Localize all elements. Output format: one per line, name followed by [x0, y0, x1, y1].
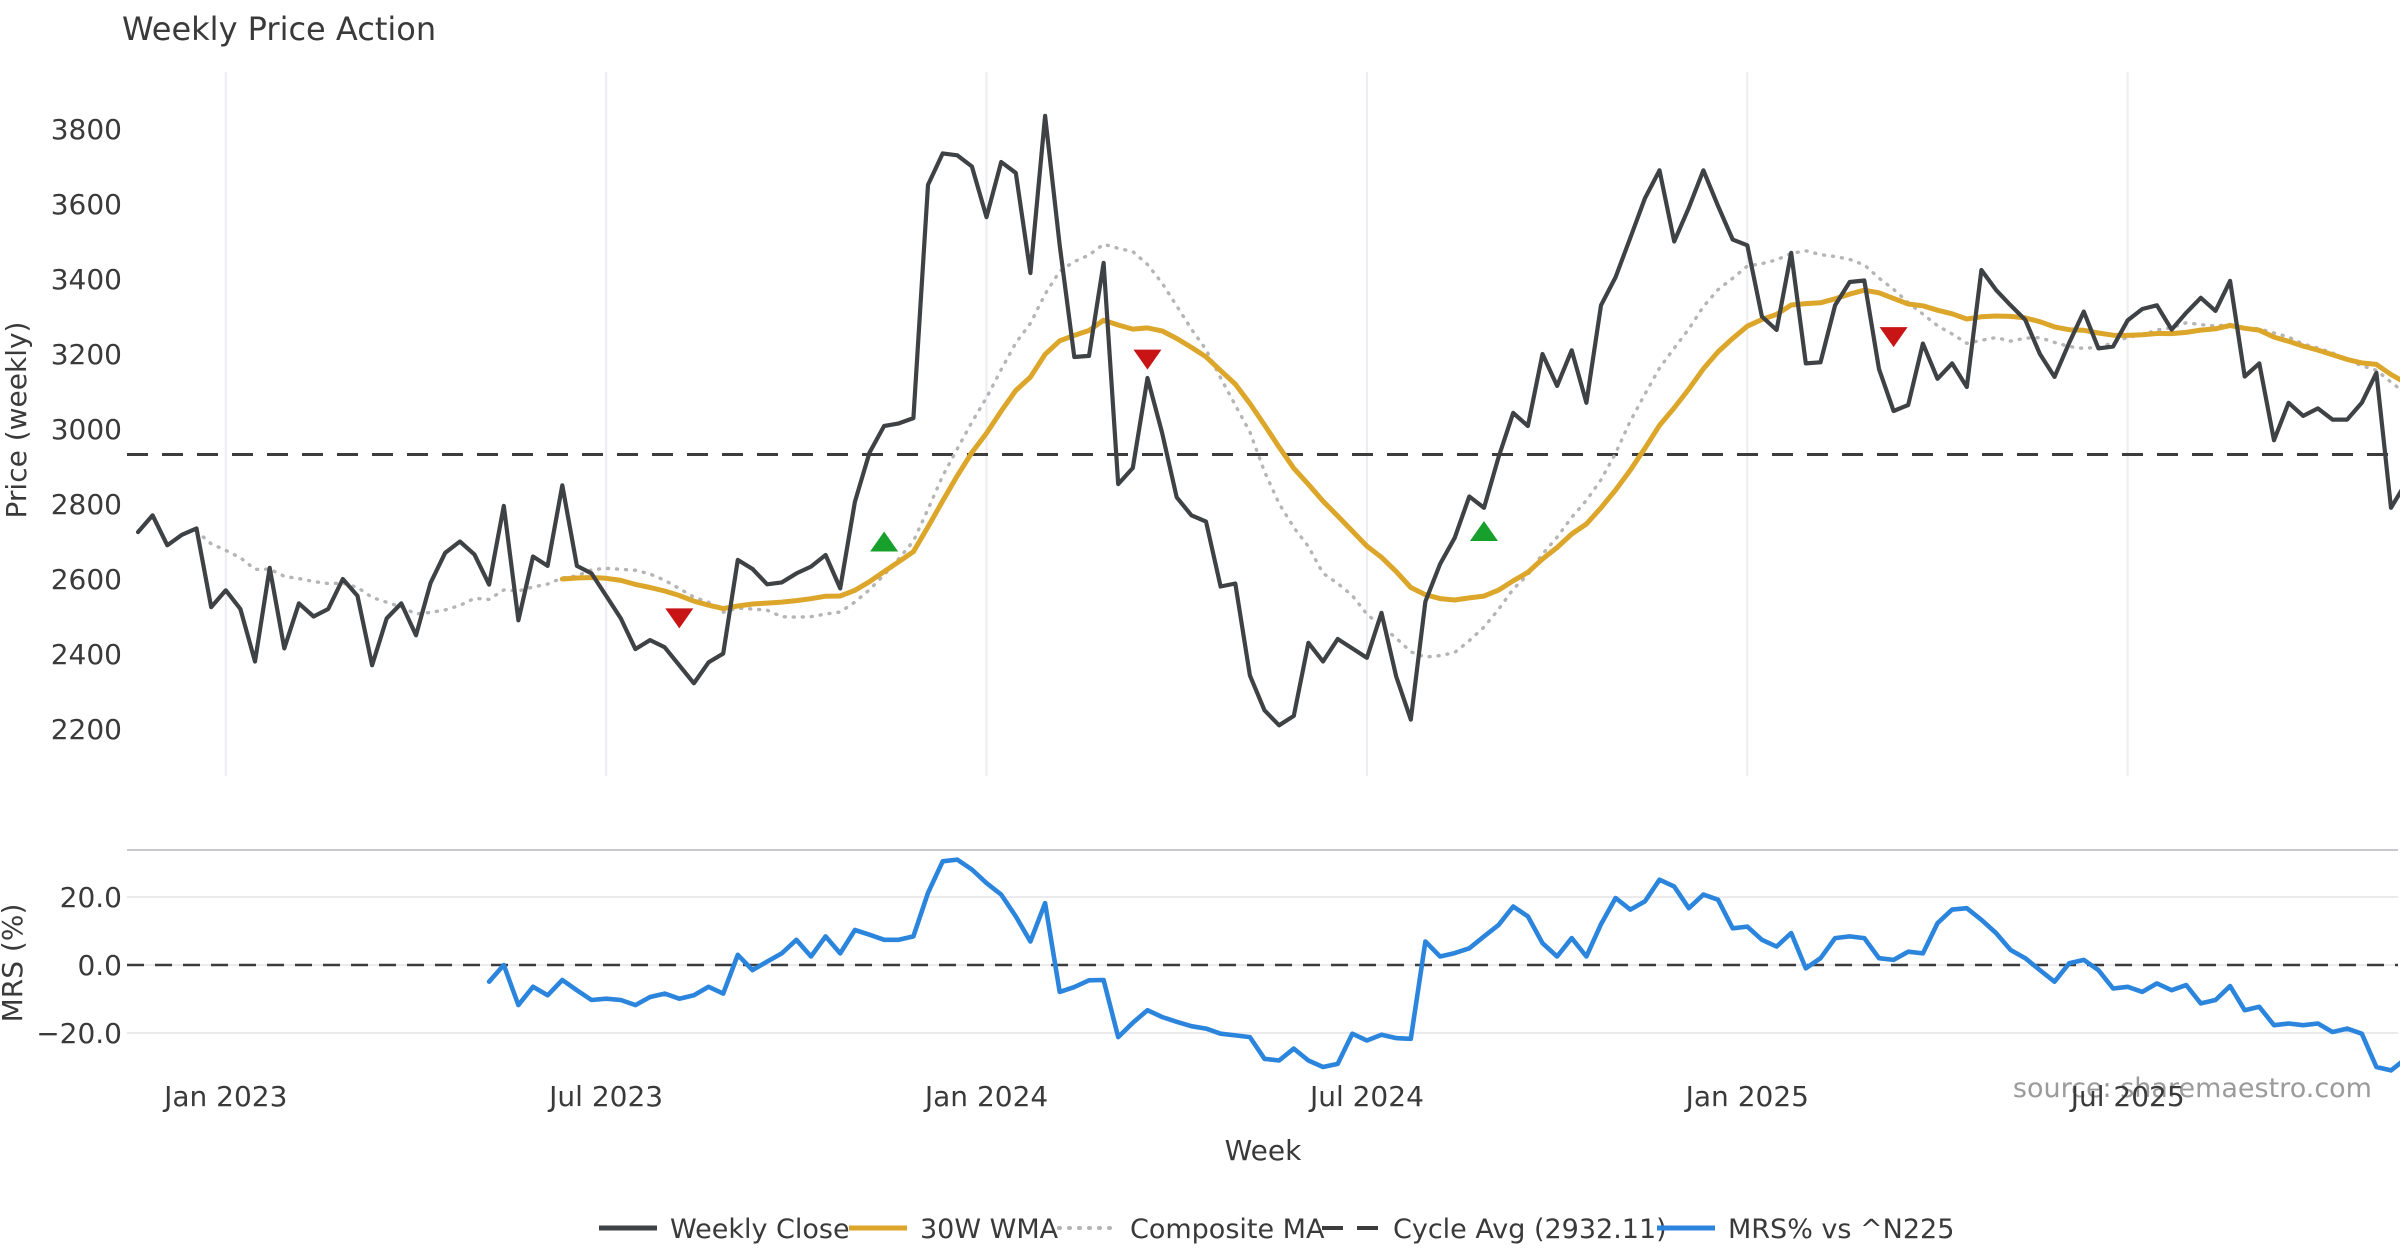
legend-label: Composite MA: [1130, 1214, 1325, 1245]
vertical-gridlines: [224, 72, 2129, 776]
x-tick-label: Jul 2023: [547, 1080, 663, 1113]
sell-marker-icon: [1133, 349, 1162, 370]
price-panel-series: [127, 113, 2400, 728]
price-axis-title: Price (weekly): [0, 322, 33, 519]
price-tick-label: 3800: [51, 113, 122, 146]
mrs-gridlines: [127, 849, 2398, 1034]
price-tick-labels: 3800 3600 3400 3200 3000 2800 2600 2400 2200: [51, 113, 122, 746]
price-tick-label: 2600: [51, 563, 122, 596]
source-note: source: sharemaestro.com: [2013, 1073, 2372, 1104]
sell-marker-icon: [1879, 327, 1908, 348]
mrs-axis-title: MRS (%): [0, 904, 29, 1023]
x-axis-title: Week: [1225, 1134, 1302, 1167]
wma30-line: [559, 287, 2400, 612]
price-tick-label: 3600: [51, 188, 122, 221]
price-tick-label: 2200: [51, 713, 122, 746]
x-tick-label: Jul 2024: [1308, 1080, 1424, 1113]
legend-label: MRS% vs ^N225: [1728, 1214, 1954, 1245]
mrs-panel-series: [486, 857, 2400, 1073]
buy-marker-icon: [1469, 521, 1498, 541]
chart-title: Weekly Price Action: [122, 10, 436, 48]
legend: Weekly Close 30W WMA Composite MA Cycle Avg…: [599, 1214, 1954, 1245]
x-tick-label: Jan 2025: [1684, 1080, 1809, 1113]
weekly-close-line: [135, 113, 2400, 728]
sell-marker-icon: [665, 608, 694, 629]
price-tick-label: 2400: [51, 638, 122, 671]
price-tick-label: 3000: [51, 413, 122, 446]
buy-marker-icon: [870, 531, 899, 552]
mrs-tick-labels: 20.0 0.0 −20.0: [36, 881, 122, 1050]
mrs-tick-label: 0.0: [77, 949, 122, 982]
composite-ma-line: [194, 242, 2400, 659]
price-tick-label: 3400: [51, 263, 122, 296]
signal-markers: [665, 327, 1908, 629]
legend-label: 30W WMA: [920, 1214, 1059, 1245]
mrs-tick-label: 20.0: [60, 881, 122, 914]
mrs-tick-label: −20.0: [36, 1017, 122, 1050]
mrs-line: [486, 857, 2400, 1073]
price-tick-label: 2800: [51, 488, 122, 521]
legend-label: Cycle Avg (2932.11): [1393, 1214, 1667, 1245]
x-tick-labels: Jan 2023 Jul 2023 Jan 2024 Jul 2024 Jan 2025…: [162, 1080, 2185, 1113]
legend-label: Weekly Close: [670, 1214, 850, 1245]
x-tick-label: Jan 2024: [923, 1080, 1048, 1113]
price-tick-label: 3200: [51, 338, 122, 371]
x-tick-label: Jul 2025: [2069, 1080, 2185, 1113]
x-tick-label: Jan 2023: [162, 1080, 287, 1113]
